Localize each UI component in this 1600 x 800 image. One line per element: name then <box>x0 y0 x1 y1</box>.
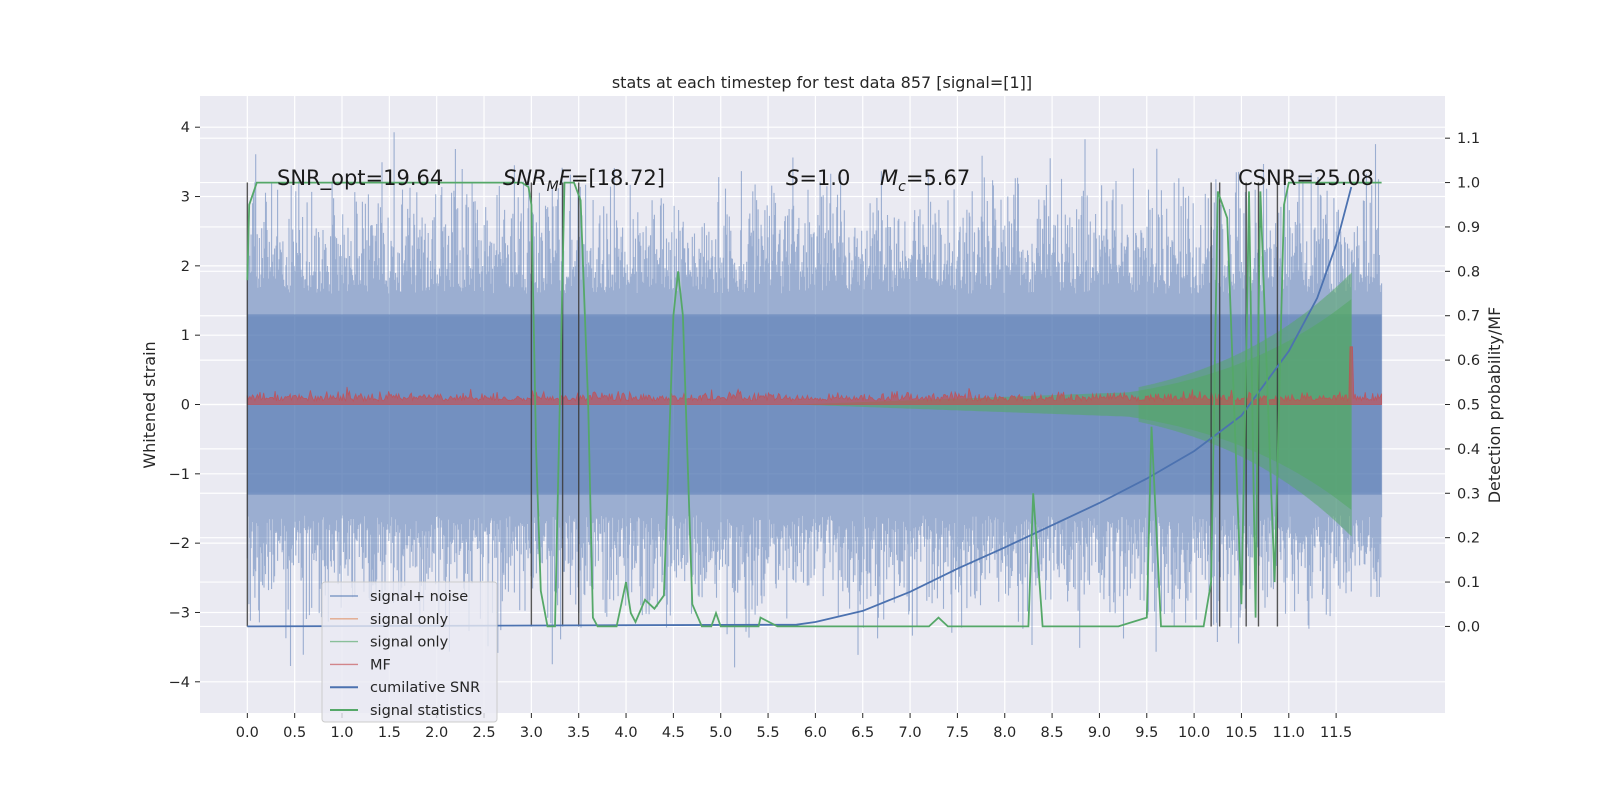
y-axis-ticks: −4 −3 −2 −1 0 1 2 3 4 <box>169 120 200 691</box>
annotations: SNR_opt=19.64 SNRMF=[18.72] S=1.0 Mc=5.6… <box>277 166 1374 195</box>
y-tick-label: −3 <box>169 605 190 621</box>
y2-tick-label: 0.8 <box>1457 264 1480 280</box>
y-axis-label: Whitened strain <box>140 341 159 468</box>
x-tick-label: 9.5 <box>1135 725 1158 741</box>
annotation-s: S=1.0 <box>786 166 850 190</box>
y-tick-label: 2 <box>181 259 190 275</box>
annotation-csnr: CSNR=25.08 <box>1238 166 1374 190</box>
x-tick-label: 2.5 <box>472 725 495 741</box>
annotation-snr-mf: SNRMF=[18.72] <box>503 166 665 195</box>
x-tick-label: 4.0 <box>615 725 638 741</box>
x-tick-label: 11.0 <box>1273 725 1305 741</box>
x-tick-label: 8.0 <box>993 725 1016 741</box>
legend-box <box>321 581 498 723</box>
y2-tick-label: 0.1 <box>1457 575 1480 591</box>
legend-label: signal+ noise <box>370 589 468 605</box>
legend-label: signal only <box>370 612 449 628</box>
x-tick-label: 6.0 <box>804 725 827 741</box>
y2-tick-label: 0.2 <box>1457 531 1480 547</box>
x-axis-ticks: 0.0 0.5 1.0 1.5 2.0 2.5 3.0 3.5 4.0 4.5 5.0 5.5 6.0 6… <box>236 713 1352 741</box>
y-tick-label: 0 <box>181 398 190 414</box>
y2-tick-label: 0.5 <box>1457 398 1480 414</box>
signal-statistics-series <box>246 181 1382 628</box>
y2-tick-label: 1.0 <box>1457 176 1480 192</box>
x-tick-label: 3.5 <box>567 725 590 741</box>
x-tick-label: 11.5 <box>1320 725 1352 741</box>
x-tick-label: 8.5 <box>1041 725 1064 741</box>
y2-tick-label: 0.6 <box>1457 353 1480 369</box>
x-tick-label: 1.5 <box>378 725 401 741</box>
mf-trace <box>246 346 1382 405</box>
signal-statistics-line <box>246 181 1382 628</box>
y-tick-label: −1 <box>169 467 190 483</box>
y2-tick-label: 0.9 <box>1457 220 1480 236</box>
legend-label: signal only <box>370 635 449 651</box>
x-tick-label: 7.5 <box>946 725 969 741</box>
x-tick-label: 4.5 <box>662 725 685 741</box>
y-tick-label: 1 <box>181 328 190 344</box>
x-tick-label: 1.0 <box>330 725 353 741</box>
y2-tick-label: 0.7 <box>1457 309 1480 325</box>
y2-axis-ticks: 0.0 0.1 0.2 0.3 0.4 0.5 0.6 0.7 0.8 0.9 1.0 1.1 <box>1445 131 1480 635</box>
x-tick-label: 3.0 <box>520 725 543 741</box>
y2-tick-label: 0.0 <box>1457 619 1480 635</box>
x-tick-label: 6.5 <box>851 725 874 741</box>
x-tick-label: 2.0 <box>425 725 448 741</box>
y-tick-label: −2 <box>169 536 190 552</box>
cumulative-snr-series <box>247 186 1353 628</box>
mf-series <box>246 346 1382 405</box>
x-tick-label: 9.0 <box>1088 725 1111 741</box>
x-tick-label: 7.0 <box>899 725 922 741</box>
legend-label: cumilative SNR <box>370 680 480 696</box>
legend: signal+ noise signal only signal only MF cum… <box>321 581 498 723</box>
y2-tick-label: 0.3 <box>1457 486 1480 502</box>
y-tick-label: −4 <box>169 675 190 691</box>
legend-label: MF <box>370 657 391 673</box>
annotation-mc: Mc=5.67 <box>880 166 970 195</box>
y2-axis-label: Detection probability/MF <box>1485 307 1504 504</box>
y-tick-label: 3 <box>181 190 190 206</box>
y2-tick-label: 1.1 <box>1457 131 1480 147</box>
x-tick-label: 0.5 <box>283 725 306 741</box>
y2-tick-label: 0.4 <box>1457 442 1480 458</box>
y-tick-label: 4 <box>181 120 190 136</box>
x-tick-label: 5.5 <box>757 725 780 741</box>
x-tick-label: 10.0 <box>1178 725 1210 741</box>
annotation-snr-opt: SNR_opt=19.64 <box>277 166 443 191</box>
x-tick-label: 10.5 <box>1225 725 1257 741</box>
legend-label: signal statistics <box>370 703 482 719</box>
chart-title: stats at each timestep for test data 857… <box>612 73 1032 92</box>
cumulative-snr-line <box>247 186 1353 628</box>
x-tick-label: 0.0 <box>236 725 259 741</box>
x-tick-label: 5.0 <box>709 725 732 741</box>
